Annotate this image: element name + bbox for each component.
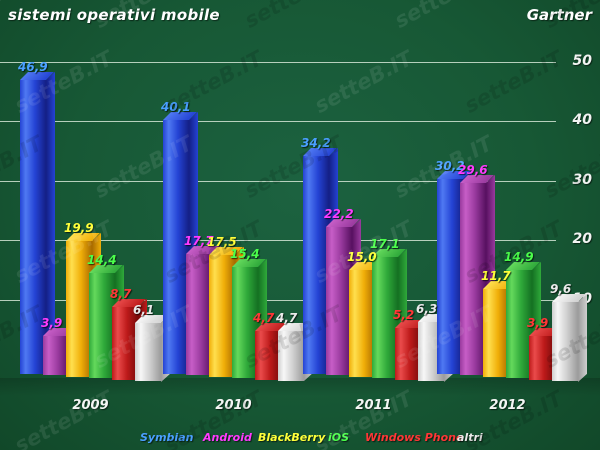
gridline-30 (0, 180, 556, 182)
bar-ios-2010 (232, 267, 258, 379)
bar-altri-2012 (552, 301, 578, 382)
bar-windows-phone-2009 (112, 307, 138, 380)
bar-altri-2010 (278, 331, 304, 382)
legend-item-android: Android (203, 431, 252, 444)
bar-symbian-2011 (303, 155, 329, 374)
bar-ios-2009 (89, 273, 115, 379)
x-axis-label-2010: 2010 (215, 398, 252, 413)
legend-item-windows-phone: Windows Phone (365, 431, 464, 444)
y-axis-tick-20: 20 (572, 231, 592, 247)
legend-item-altri: altri (457, 431, 483, 444)
bar-blackberry-2012 (483, 289, 509, 377)
gridline-50 (0, 61, 556, 63)
chart-floor (0, 378, 600, 396)
x-axis-label-2012: 2012 (489, 398, 526, 413)
y-axis-tick-50: 50 (572, 52, 592, 69)
bar-android-2010 (186, 253, 212, 376)
legend-item-symbian: Symbian (140, 431, 194, 444)
bar-android-2011 (326, 226, 352, 376)
bar-altri-2012-side (578, 293, 587, 382)
bar-windows-phone-2012 (529, 335, 555, 380)
bar-symbian-2012 (437, 179, 463, 374)
bar-altri-2009 (135, 322, 161, 382)
bar-symbian-2010 (163, 120, 189, 374)
bar-blackberry-2010 (209, 254, 235, 377)
bar-windows-phone-2011 (395, 328, 421, 380)
source-label: Gartner (526, 6, 592, 24)
bar-blackberry-2011 (349, 269, 375, 377)
legend-item-blackberry: BlackBerry (258, 431, 326, 444)
bar-blackberry-2009 (66, 240, 92, 377)
bar-windows-phone-2010 (255, 331, 281, 380)
y-axis-tick-40: 40 (572, 112, 592, 128)
bar-ios-2011 (372, 257, 398, 379)
bar-android-2012 (460, 182, 486, 376)
gridline-10 (0, 299, 556, 301)
gridline-40 (0, 121, 556, 122)
bar-ios-2012 (506, 270, 532, 379)
bar-android-2009 (43, 335, 69, 376)
x-axis-label-2011: 2011 (355, 398, 392, 413)
y-axis-tick-30: 30 (572, 171, 592, 188)
legend-item-ios: iOS (328, 431, 350, 444)
bar-symbian-2009 (20, 79, 46, 374)
x-axis-label-2009: 2009 (72, 398, 109, 413)
gridline-20 (0, 240, 556, 241)
page-title: sistemi operativi mobile (8, 6, 220, 24)
